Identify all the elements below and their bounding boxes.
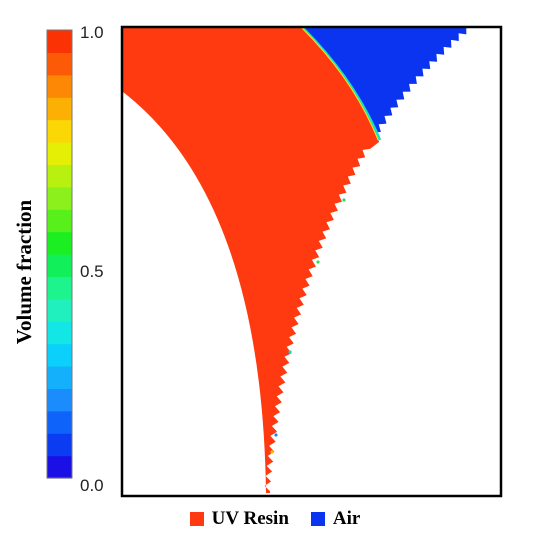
interface-droplet: [270, 450, 274, 454]
colorbar-label: Volume fraction: [12, 199, 36, 344]
colorbar-level: [47, 164, 72, 188]
legend-item-air: Air: [310, 508, 361, 530]
colorbar-tick-top: 1.0: [80, 23, 104, 42]
legend-item-uv-resin: UV Resin: [189, 508, 289, 530]
legend-swatch-air: [310, 512, 325, 526]
colorbar-level: [47, 209, 72, 233]
colorbar-level: [47, 321, 72, 345]
colorbar-tick-mid: 0.5: [80, 262, 104, 281]
colorbar-level: [47, 97, 72, 121]
colorbar-level: [47, 388, 72, 412]
interface-droplet: [316, 260, 320, 264]
colorbar-level: [47, 298, 72, 322]
domain-frame: [120, 25, 503, 498]
legend-label-air: Air: [332, 508, 361, 529]
colorbar-level: [47, 410, 72, 434]
colorbar-frame: [46, 29, 73, 479]
colorbar-level: [47, 52, 72, 76]
colorbar-level: [47, 433, 72, 457]
legend: UV Resin Air: [0, 508, 550, 530]
simulation-field: [120, 25, 503, 498]
uv-resin-region: [123, 28, 379, 493]
resin-air-interface-inner: [301, 27, 379, 141]
colorbar-level: [47, 231, 72, 255]
interface-droplet: [274, 433, 278, 437]
colorbar-level: [47, 254, 72, 277]
legend-swatch-uv-resin: [189, 512, 204, 526]
interface-droplet: [342, 198, 346, 202]
colorbar: [47, 30, 72, 479]
colorbar-level: [47, 74, 72, 98]
colorbar-tick-bottom: 0.0: [80, 476, 104, 495]
colorbar-level: [47, 30, 72, 53]
air-region: [303, 26, 474, 143]
resin-air-interface: [302, 27, 382, 141]
legend-label-uv-resin: UV Resin: [211, 508, 289, 529]
colorbar-level: [47, 276, 72, 300]
interface-droplet: [288, 350, 292, 354]
colorbar-level: [47, 366, 72, 389]
colorbar-level: [47, 142, 72, 165]
colorbar-level: [47, 186, 72, 210]
volume-fraction-figure: 1.0 0.5 0.0 Volume fraction: [12, 23, 503, 498]
colorbar-level: [47, 455, 72, 479]
colorbar-level: [47, 119, 72, 143]
colorbar-level: [47, 343, 72, 367]
